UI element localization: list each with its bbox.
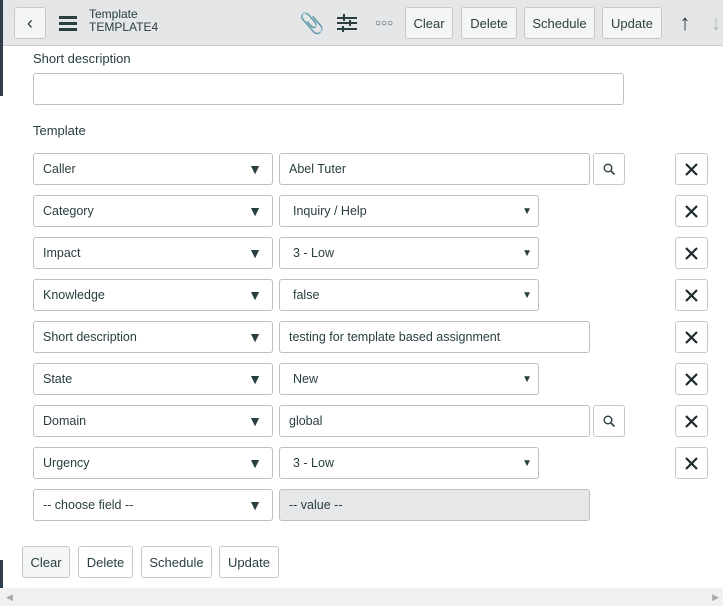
scroll-right-icon[interactable]: ▶ [712,592,719,602]
close-icon [685,330,698,344]
field-name: Short description [43,330,137,344]
dropdown-arrow-icon: ▼ [248,371,262,387]
template-value-input[interactable]: testing for template based assignment [279,321,590,353]
close-icon [685,204,698,218]
field-name: Knowledge [43,288,105,302]
template-field-select[interactable]: Caller ▼ [33,153,273,185]
template-field-select[interactable]: Urgency ▼ [33,447,273,479]
footer-update-button[interactable]: Update [219,546,279,578]
footer-delete-button[interactable]: Delete [78,546,133,578]
template-field-select[interactable]: Category ▼ [33,195,273,227]
field-value: global [289,414,323,428]
close-icon [685,246,698,260]
dropdown-arrow-icon: ▼ [248,329,262,345]
settings-sliders-icon[interactable] [336,12,358,34]
record-name: TEMPLATE4 [89,20,159,34]
form-title: Template TEMPLATE4 [89,8,158,34]
field-value: 3 - Low [293,246,334,260]
template-field-select[interactable]: Impact ▼ [33,237,273,269]
search-icon [603,163,615,175]
dropdown-arrow-icon: ▼ [248,203,262,219]
close-icon [685,414,698,428]
value-placeholder: -- value -- [289,498,343,512]
field-name: State [43,372,73,386]
delete-button[interactable]: Delete [461,7,517,39]
remove-row-button[interactable] [675,153,708,185]
hamburger-menu-icon[interactable] [58,13,78,33]
template-value-select[interactable]: New ▼ [279,363,539,395]
field-name: Category [43,204,94,218]
remove-row-button[interactable] [675,279,708,311]
horizontal-scrollbar[interactable]: ◀ ▶ [0,588,723,606]
dropdown-arrow-icon: ▼ [522,289,532,301]
dropdown-arrow-icon: ▼ [248,287,262,303]
field-name: Impact [43,246,81,260]
close-icon [685,372,698,386]
dropdown-arrow-icon: ▼ [248,455,262,471]
more-options-icon[interactable]: ○○○ [374,17,394,29]
arrow-up-icon[interactable]: ↑ [679,10,691,35]
remove-row-button[interactable] [675,195,708,227]
clear-button[interactable]: Clear [405,7,453,39]
choose-field-text: -- choose field -- [43,498,134,512]
left-edge [0,0,3,96]
footer-schedule-button[interactable]: Schedule [141,546,212,578]
footer-clear-button[interactable]: Clear [22,546,70,578]
field-value: testing for template based assignment [289,330,501,344]
short-description-label: Short description [33,51,131,66]
template-value-input[interactable]: Abel Tuter [279,153,590,185]
template-field-select[interactable]: Short description ▼ [33,321,273,353]
choose-field-select[interactable]: -- choose field -- ▼ [33,489,273,521]
left-edge [0,560,3,588]
template-label: Template [33,123,86,138]
form-header: ‹ Template TEMPLATE4 📎 ○○○ Clear Delete … [3,0,723,46]
template-field-select[interactable]: Domain ▼ [33,405,273,437]
dropdown-arrow-icon: ▼ [248,161,262,177]
search-icon [603,415,615,427]
scroll-left-icon[interactable]: ◀ [6,592,13,602]
template-field-select[interactable]: Knowledge ▼ [33,279,273,311]
lookup-button[interactable] [593,153,625,185]
dropdown-arrow-icon: ▼ [522,247,532,259]
close-icon [685,456,698,470]
arrow-down-icon[interactable]: ↓ [710,10,722,35]
template-value-input[interactable]: global [279,405,590,437]
dropdown-arrow-icon: ▼ [248,413,262,429]
dropdown-arrow-icon: ▼ [522,205,532,217]
template-value-select[interactable]: Inquiry / Help ▼ [279,195,539,227]
field-value: Inquiry / Help [293,204,367,218]
field-value: 3 - Low [293,456,334,470]
dropdown-arrow-icon: ▼ [248,497,262,513]
update-button[interactable]: Update [602,7,662,39]
short-description-input[interactable] [33,73,624,105]
field-value: false [293,288,320,302]
schedule-button[interactable]: Schedule [524,7,595,39]
field-name: Domain [43,414,87,428]
remove-row-button[interactable] [675,321,708,353]
dropdown-arrow-icon: ▼ [248,245,262,261]
remove-row-button[interactable] [675,447,708,479]
back-button[interactable]: ‹ [14,7,46,39]
field-name: Urgency [43,456,90,470]
close-icon [685,288,698,302]
remove-row-button[interactable] [675,237,708,269]
remove-row-button[interactable] [675,405,708,437]
title-text: Template [89,7,138,21]
value-input-disabled: -- value -- [279,489,590,521]
paperclip-icon[interactable]: 📎 [299,12,325,35]
remove-row-button[interactable] [675,363,708,395]
template-value-select[interactable]: 3 - Low ▼ [279,237,539,269]
close-icon [685,162,698,176]
dropdown-arrow-icon: ▼ [522,457,532,469]
field-value: Abel Tuter [289,162,346,176]
template-field-select[interactable]: State ▼ [33,363,273,395]
field-value: New [293,372,319,386]
template-value-select[interactable]: 3 - Low ▼ [279,447,539,479]
field-name: Caller [43,162,76,176]
dropdown-arrow-icon: ▼ [522,373,532,385]
template-value-select[interactable]: false ▼ [279,279,539,311]
lookup-button[interactable] [593,405,625,437]
